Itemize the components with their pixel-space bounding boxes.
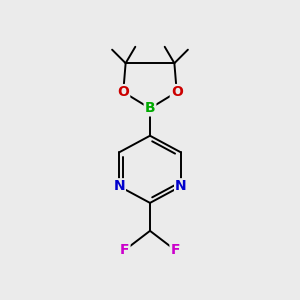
Text: F: F — [170, 243, 180, 257]
Text: N: N — [175, 179, 187, 193]
Text: O: O — [171, 85, 183, 99]
Text: F: F — [120, 243, 130, 257]
Text: N: N — [113, 179, 125, 193]
Text: O: O — [117, 85, 129, 99]
Text: B: B — [145, 101, 155, 116]
